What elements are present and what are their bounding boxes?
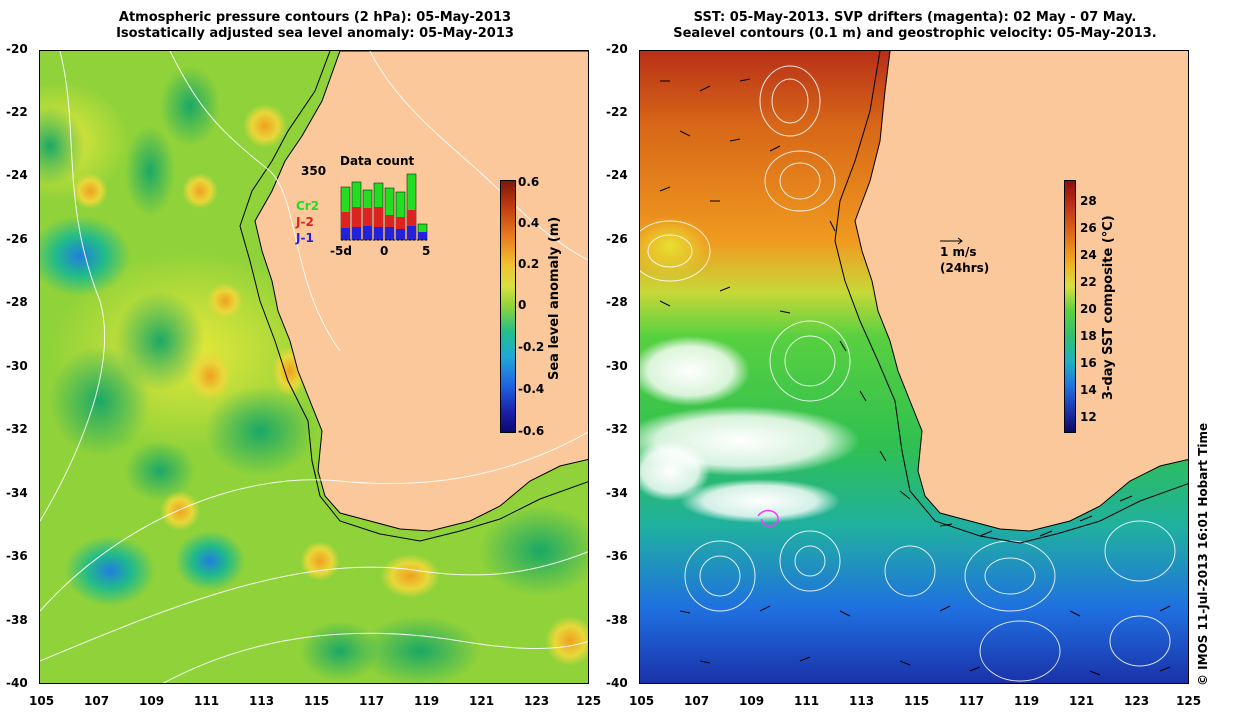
sst-colorbar xyxy=(1064,180,1076,433)
data-count-max: 350 xyxy=(301,164,327,178)
histogram-bars xyxy=(340,173,428,241)
left-xtick: 107 xyxy=(84,694,110,708)
sst-tick-24: 24 xyxy=(1080,248,1097,262)
left-xtick: 115 xyxy=(304,694,330,708)
right-xtick: 123 xyxy=(1124,694,1150,708)
right-ytick: -24 xyxy=(606,168,628,182)
sea-level-tick-0.4: 0.4 xyxy=(518,216,540,230)
left-ytick: -22 xyxy=(6,105,28,119)
inset-xtick-5: 5 xyxy=(422,244,431,258)
left-title: Atmospheric pressure contours (2 hPa): 0… xyxy=(40,10,590,42)
left-xtick: 125 xyxy=(576,694,602,708)
left-ytick: -36 xyxy=(6,549,28,563)
right-xtick: 113 xyxy=(849,694,875,708)
left-xtick: 113 xyxy=(249,694,275,708)
left-ytick: -34 xyxy=(6,486,28,500)
data-count-histogram xyxy=(340,173,428,241)
sst-colorbar-title: 3-day SST composite (°C) xyxy=(1101,215,1116,400)
sea-level-tick-minus0.6: -0.6 xyxy=(518,424,545,438)
left-ytick: -24 xyxy=(6,168,28,182)
sst-map xyxy=(639,50,1189,684)
inset-xtick-0: 0 xyxy=(380,244,389,258)
right-ytick: -40 xyxy=(606,676,628,690)
left-xtick: 117 xyxy=(359,694,385,708)
data-count-inset: Data count 350 Cr2 J-2 J-1 xyxy=(296,152,436,260)
sea-level-tick-0.2: 0.2 xyxy=(518,257,540,271)
sst-map-graphic xyxy=(640,51,1188,683)
right-ytick: -36 xyxy=(606,549,628,563)
right-title: SST: 05-May-2013. SVP drifters (magenta)… xyxy=(640,10,1190,42)
velocity-key-sublabel: (24hrs) xyxy=(940,261,990,275)
sst-tick-28: 28 xyxy=(1080,194,1097,208)
left-xtick: 109 xyxy=(139,694,165,708)
geostrophic-velocity-arrows xyxy=(659,78,1171,676)
right-ytick: -32 xyxy=(606,422,628,436)
left-title-line2: Isostatically adjusted sea level anomaly… xyxy=(116,26,514,41)
right-ytick: -20 xyxy=(606,42,628,56)
left-ytick: -32 xyxy=(6,422,28,436)
right-xtick: 119 xyxy=(1014,694,1040,708)
left-xtick: 105 xyxy=(29,694,55,708)
right-ytick: -22 xyxy=(606,105,628,119)
sst-tick-20: 20 xyxy=(1080,302,1097,316)
sea-level-tick-minus0.4: -0.4 xyxy=(518,382,545,396)
sst-tick-16: 16 xyxy=(1080,356,1097,370)
sea-level-colorbar-title: Sea level anomaly (m) xyxy=(547,216,562,380)
sea-level-tick-0.6: 0.6 xyxy=(518,175,540,189)
sst-tick-18: 18 xyxy=(1080,329,1097,343)
left-xtick: 119 xyxy=(414,694,440,708)
right-xtick: 111 xyxy=(794,694,820,708)
left-ytick: -38 xyxy=(6,613,28,627)
left-title-line1: Atmospheric pressure contours (2 hPa): 0… xyxy=(118,10,512,25)
left-ytick: -26 xyxy=(6,232,28,246)
left-ytick: -20 xyxy=(6,42,28,56)
right-ytick: -34 xyxy=(606,486,628,500)
right-title-line1: SST: 05-May-2013. SVP drifters (magenta)… xyxy=(693,10,1137,25)
right-xtick: 107 xyxy=(684,694,710,708)
velocity-key-label: 1 m/s xyxy=(940,245,977,259)
left-xtick: 111 xyxy=(194,694,220,708)
inset-xtick-minus5d: -5d xyxy=(330,244,352,258)
data-count-title: Data count xyxy=(340,154,415,168)
right-xtick: 105 xyxy=(629,694,655,708)
legend-j1: J-1 xyxy=(296,231,314,245)
sst-tick-14: 14 xyxy=(1080,383,1097,397)
sea-level-tick-0: 0 xyxy=(518,298,527,312)
legend-cr2: Cr2 xyxy=(296,199,320,213)
right-title-line2: Sealevel contours (0.1 m) and geostrophi… xyxy=(673,26,1157,41)
right-ytick: -30 xyxy=(606,359,628,373)
sea-level-tick-minus0.2: -0.2 xyxy=(518,340,545,354)
right-xtick: 109 xyxy=(739,694,765,708)
right-ytick: -38 xyxy=(606,613,628,627)
sst-tick-12: 12 xyxy=(1080,410,1097,424)
right-ytick: -28 xyxy=(606,295,628,309)
left-ytick: -30 xyxy=(6,359,28,373)
right-xtick: 121 xyxy=(1069,694,1095,708)
left-ytick: -28 xyxy=(6,295,28,309)
left-xtick: 121 xyxy=(469,694,495,708)
sst-tick-22: 22 xyxy=(1080,275,1097,289)
right-ytick: -26 xyxy=(606,232,628,246)
sst-tick-26: 26 xyxy=(1080,221,1097,235)
right-xtick: 117 xyxy=(959,694,985,708)
sea-level-colorbar xyxy=(500,180,516,433)
left-xtick: 123 xyxy=(524,694,550,708)
left-ytick: -40 xyxy=(6,676,28,690)
imos-credit: © IMOS 11-Jul-2013 16:01 Hobart Time xyxy=(1196,422,1210,686)
right-xtick: 115 xyxy=(904,694,930,708)
right-xtick: 125 xyxy=(1176,694,1202,708)
legend-j2: J-2 xyxy=(296,215,314,229)
